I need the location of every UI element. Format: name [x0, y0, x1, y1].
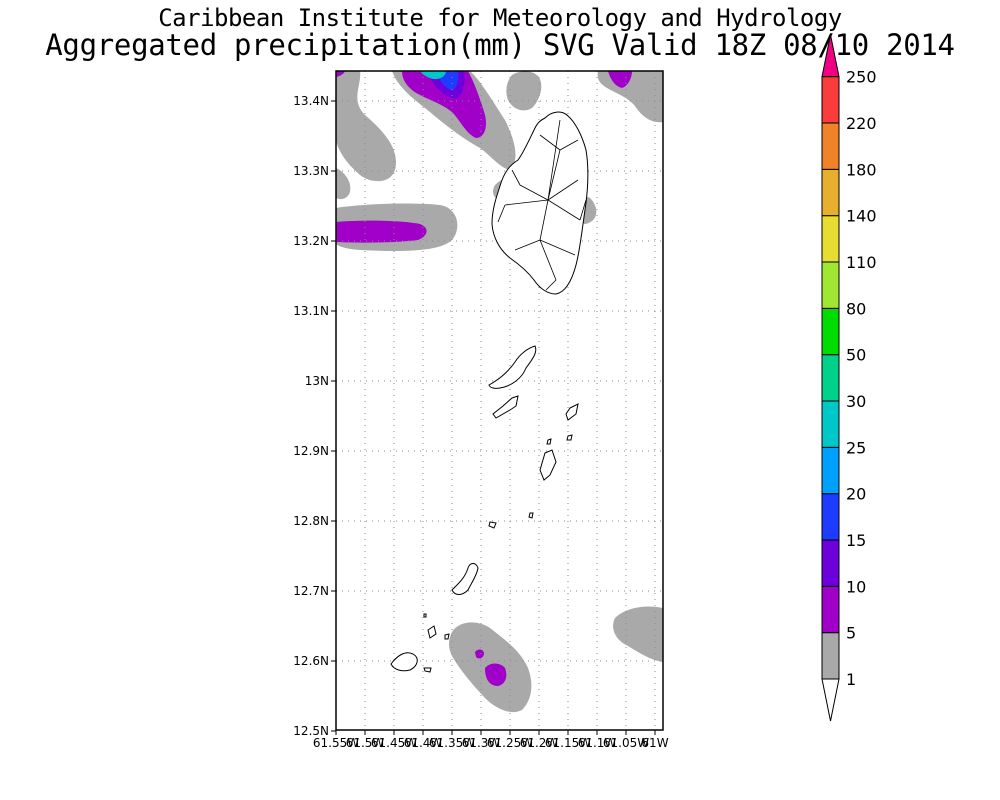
precip-area-moderate	[402, 71, 486, 138]
island-baliceaux	[565, 403, 579, 421]
precip-area-moderate	[336, 71, 345, 77]
precip-area-moderate	[475, 649, 484, 659]
lat-tick-label: 12.7N	[293, 584, 329, 598]
lon-tick-label: 61.35W	[429, 736, 475, 750]
colorbar-label: 5	[846, 624, 856, 643]
precip-area-light	[597, 71, 663, 123]
colorbar-label: 25	[846, 438, 866, 457]
colorbar-label: 220	[846, 114, 877, 133]
island-mayreau	[566, 434, 573, 441]
colorbar-segment	[821, 446, 840, 495]
lon-tick-label: 61.3W	[462, 736, 501, 750]
map-frame	[335, 70, 664, 731]
island-bequia	[488, 345, 537, 389]
colorbar-lower-arrow	[821, 678, 840, 722]
island-mustique	[492, 395, 519, 419]
island-tobago-cays	[488, 521, 497, 529]
island-petite-martinique	[427, 625, 437, 639]
colorbar-label: 1	[846, 670, 856, 689]
lon-tick-label: 61.55W	[313, 736, 359, 750]
colorbar-upper-arrow	[821, 34, 840, 78]
island-canouan	[539, 449, 557, 481]
lon-tick-label: 61.5W	[346, 736, 385, 750]
precip-area-light	[506, 71, 542, 111]
colorbar-segment	[821, 354, 840, 402]
lat-tick-label: 12.8N	[293, 514, 329, 528]
chart-subtitle: Aggregated precipitation(mm) SVG Valid 1…	[45, 28, 955, 62]
grid-lines	[336, 71, 663, 730]
colorbar-segment	[821, 539, 840, 587]
colorbar-segment	[821, 307, 840, 356]
island-small-b	[423, 667, 432, 673]
precip-area-peak	[420, 71, 446, 80]
longitude-axis: 61.55W61.5W61.45W61.4W61.35W61.3W61.25W6…	[313, 730, 669, 750]
lon-tick-label: 61.15W	[545, 736, 591, 750]
colorbar-label: 30	[846, 392, 866, 411]
lon-tick-label: 61.4W	[404, 736, 443, 750]
lat-tick-label: 12.9N	[293, 444, 329, 458]
colorbar-label: 110	[846, 253, 877, 272]
lon-tick-label: 61.05W	[603, 736, 649, 750]
island-small-a	[423, 613, 427, 618]
lat-tick-label: 13.4N	[293, 94, 329, 108]
precipitation-layer	[336, 71, 663, 713]
precip-area-light	[336, 168, 351, 200]
lat-tick-label: 13.3N	[293, 164, 329, 178]
colorbar-label: 20	[846, 485, 866, 504]
colorbar-label: 10	[846, 577, 866, 596]
chart-title: Caribbean Institute for Meteorology and …	[158, 4, 842, 32]
lat-tick-label: 13.1N	[293, 304, 329, 318]
island-petit-st-vincent-b	[528, 512, 534, 519]
island-petit-st-vincent-a	[546, 438, 552, 445]
precip-area-moderate	[336, 220, 427, 243]
island-small-c	[444, 633, 450, 640]
lon-tick-label: 61.1W	[578, 736, 617, 750]
lon-tick-label: 61.25W	[487, 736, 533, 750]
precip-area-light	[613, 606, 663, 662]
colorbar-segment	[821, 168, 840, 217]
colorbar-segment	[821, 215, 840, 263]
colorbar-segment	[821, 400, 840, 448]
colorbar-segment	[821, 76, 840, 124]
colorbar-label: 180	[846, 160, 877, 179]
lon-tick-label: 61.45W	[371, 736, 417, 750]
lon-tick-label: 61.2W	[520, 736, 559, 750]
island-saint-vincent	[491, 111, 589, 295]
colorbar-segment	[821, 585, 840, 634]
colorbar-segment	[821, 261, 840, 309]
lat-tick-label: 12.6N	[293, 654, 329, 668]
coastlines	[390, 111, 589, 673]
lat-tick-label: 13N	[305, 374, 329, 388]
colorbar-label: 140	[846, 207, 877, 226]
colorbar-label: 250	[846, 68, 877, 87]
colorbar-segment	[821, 122, 840, 170]
lat-tick-label: 13.2N	[293, 234, 329, 248]
latitude-axis: 13.4N 13.3N 13.2N 13.1N 13N 12.9N 12.8N 12.7N 12…	[293, 94, 336, 738]
island-union-island	[451, 563, 479, 595]
colorbar-segment	[821, 493, 840, 541]
lat-tick-label: 12.5N	[293, 724, 329, 738]
colorbar-label: 50	[846, 346, 866, 365]
lon-tick-label: 61W	[641, 736, 668, 750]
colorbar-segment	[821, 632, 840, 680]
precip-area-moderate	[485, 663, 507, 686]
colorbar-label: 80	[846, 299, 866, 318]
saint-vincent-rivers	[497, 119, 587, 291]
precip-area-light	[336, 71, 396, 182]
island-carriacou	[390, 652, 418, 672]
colorbar-label: 15	[846, 531, 866, 550]
